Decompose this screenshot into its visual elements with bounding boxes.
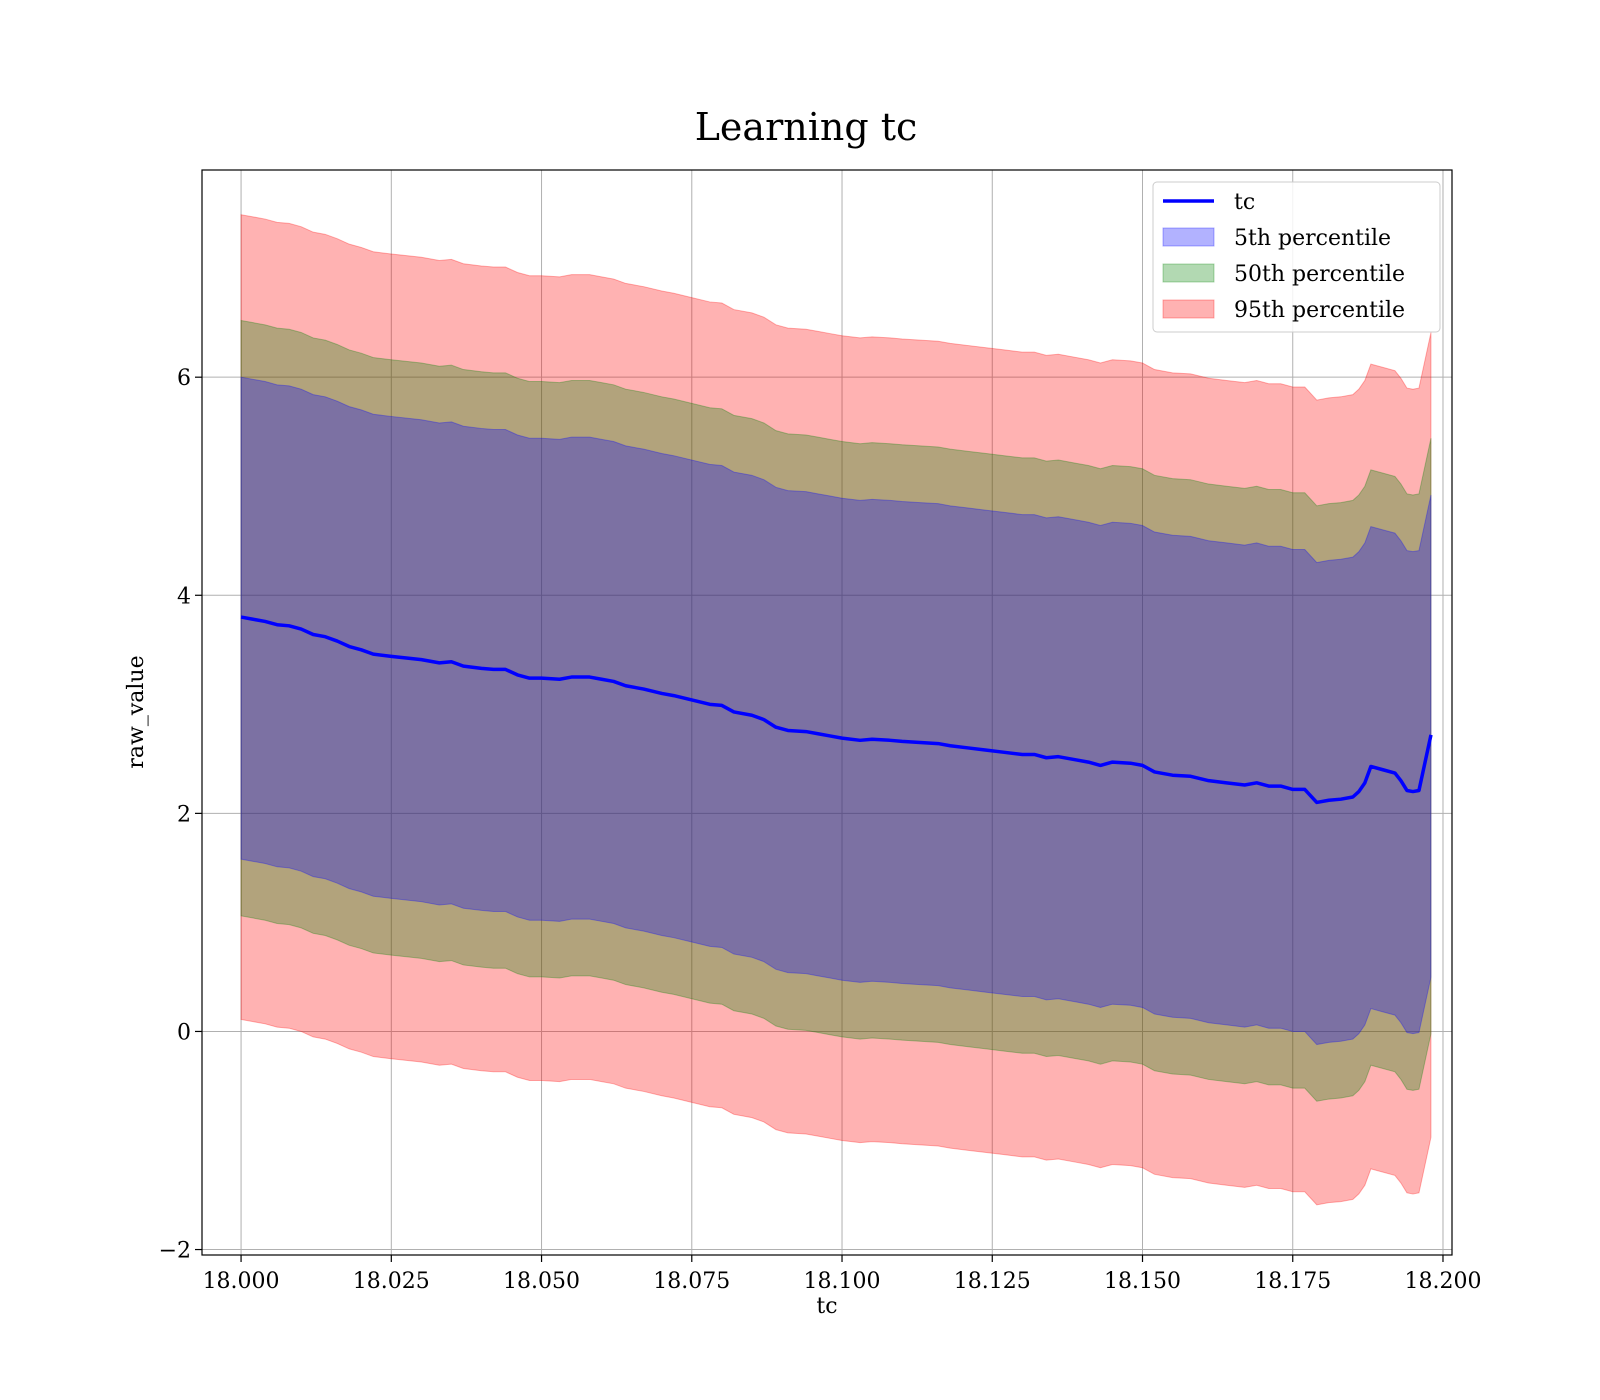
y-axis-ticks: −2 0 2 4 6: [159, 366, 202, 1264]
chart-title: Learning tc: [695, 105, 918, 149]
x-tick-label-5: 18.125: [954, 1269, 1031, 1294]
legend-swatch-5th-percentile: [1162, 227, 1215, 247]
legend-label-50th-percentile: 50th percentile: [1234, 262, 1405, 287]
x-tick-label-0: 18.000: [203, 1269, 280, 1294]
y-tick-label-4: 6: [177, 366, 191, 391]
series-line-tc: [240, 615, 1433, 805]
x-axis-ticks: 18.000 18.025 18.050 18.075 18.100 18.125 18.1…: [203, 1255, 1481, 1294]
tc-line-layer: [240, 615, 1433, 805]
legend-label-95th-percentile: 95th percentile: [1234, 298, 1405, 323]
y-tick-label-3: 4: [177, 584, 191, 609]
x-tick-label-4: 18.100: [804, 1269, 881, 1294]
y-axis-label: raw_value: [124, 655, 149, 768]
legend-frame: [1152, 181, 1441, 333]
grid-lines: [202, 170, 1452, 1255]
x-tick-label-1: 18.025: [353, 1269, 430, 1294]
legend-swatch-95th-percentile: [1162, 299, 1215, 319]
legend-label-tc: tc: [1234, 190, 1255, 215]
y-tick-label-2: 2: [177, 802, 191, 827]
plot-area-frame: [201, 169, 1453, 1256]
x-tick-label-3: 18.075: [653, 1269, 730, 1294]
band-5th-percentile: [240, 376, 1432, 1046]
plot-area-background: [202, 170, 1452, 1255]
x-tick-label-6: 18.150: [1104, 1269, 1181, 1294]
y-tick-label-0: −2: [159, 1239, 191, 1264]
percentile-bands: [240, 214, 1432, 1206]
y-tick-label-1: 0: [177, 1020, 191, 1045]
legend: tc 5th percentile 50th percentile 95th perc…: [1152, 181, 1441, 333]
x-tick-label-8: 18.200: [1404, 1269, 1481, 1294]
legend-label-5th-percentile: 5th percentile: [1234, 226, 1391, 251]
band-95th-percentile: [240, 214, 1432, 1206]
legend-swatch-50th-percentile: [1162, 263, 1215, 283]
band-50th-percentile: [240, 319, 1432, 1102]
x-tick-label-7: 18.175: [1254, 1269, 1331, 1294]
x-axis-label: tc: [816, 1294, 837, 1319]
x-tick-label-2: 18.050: [503, 1269, 580, 1294]
